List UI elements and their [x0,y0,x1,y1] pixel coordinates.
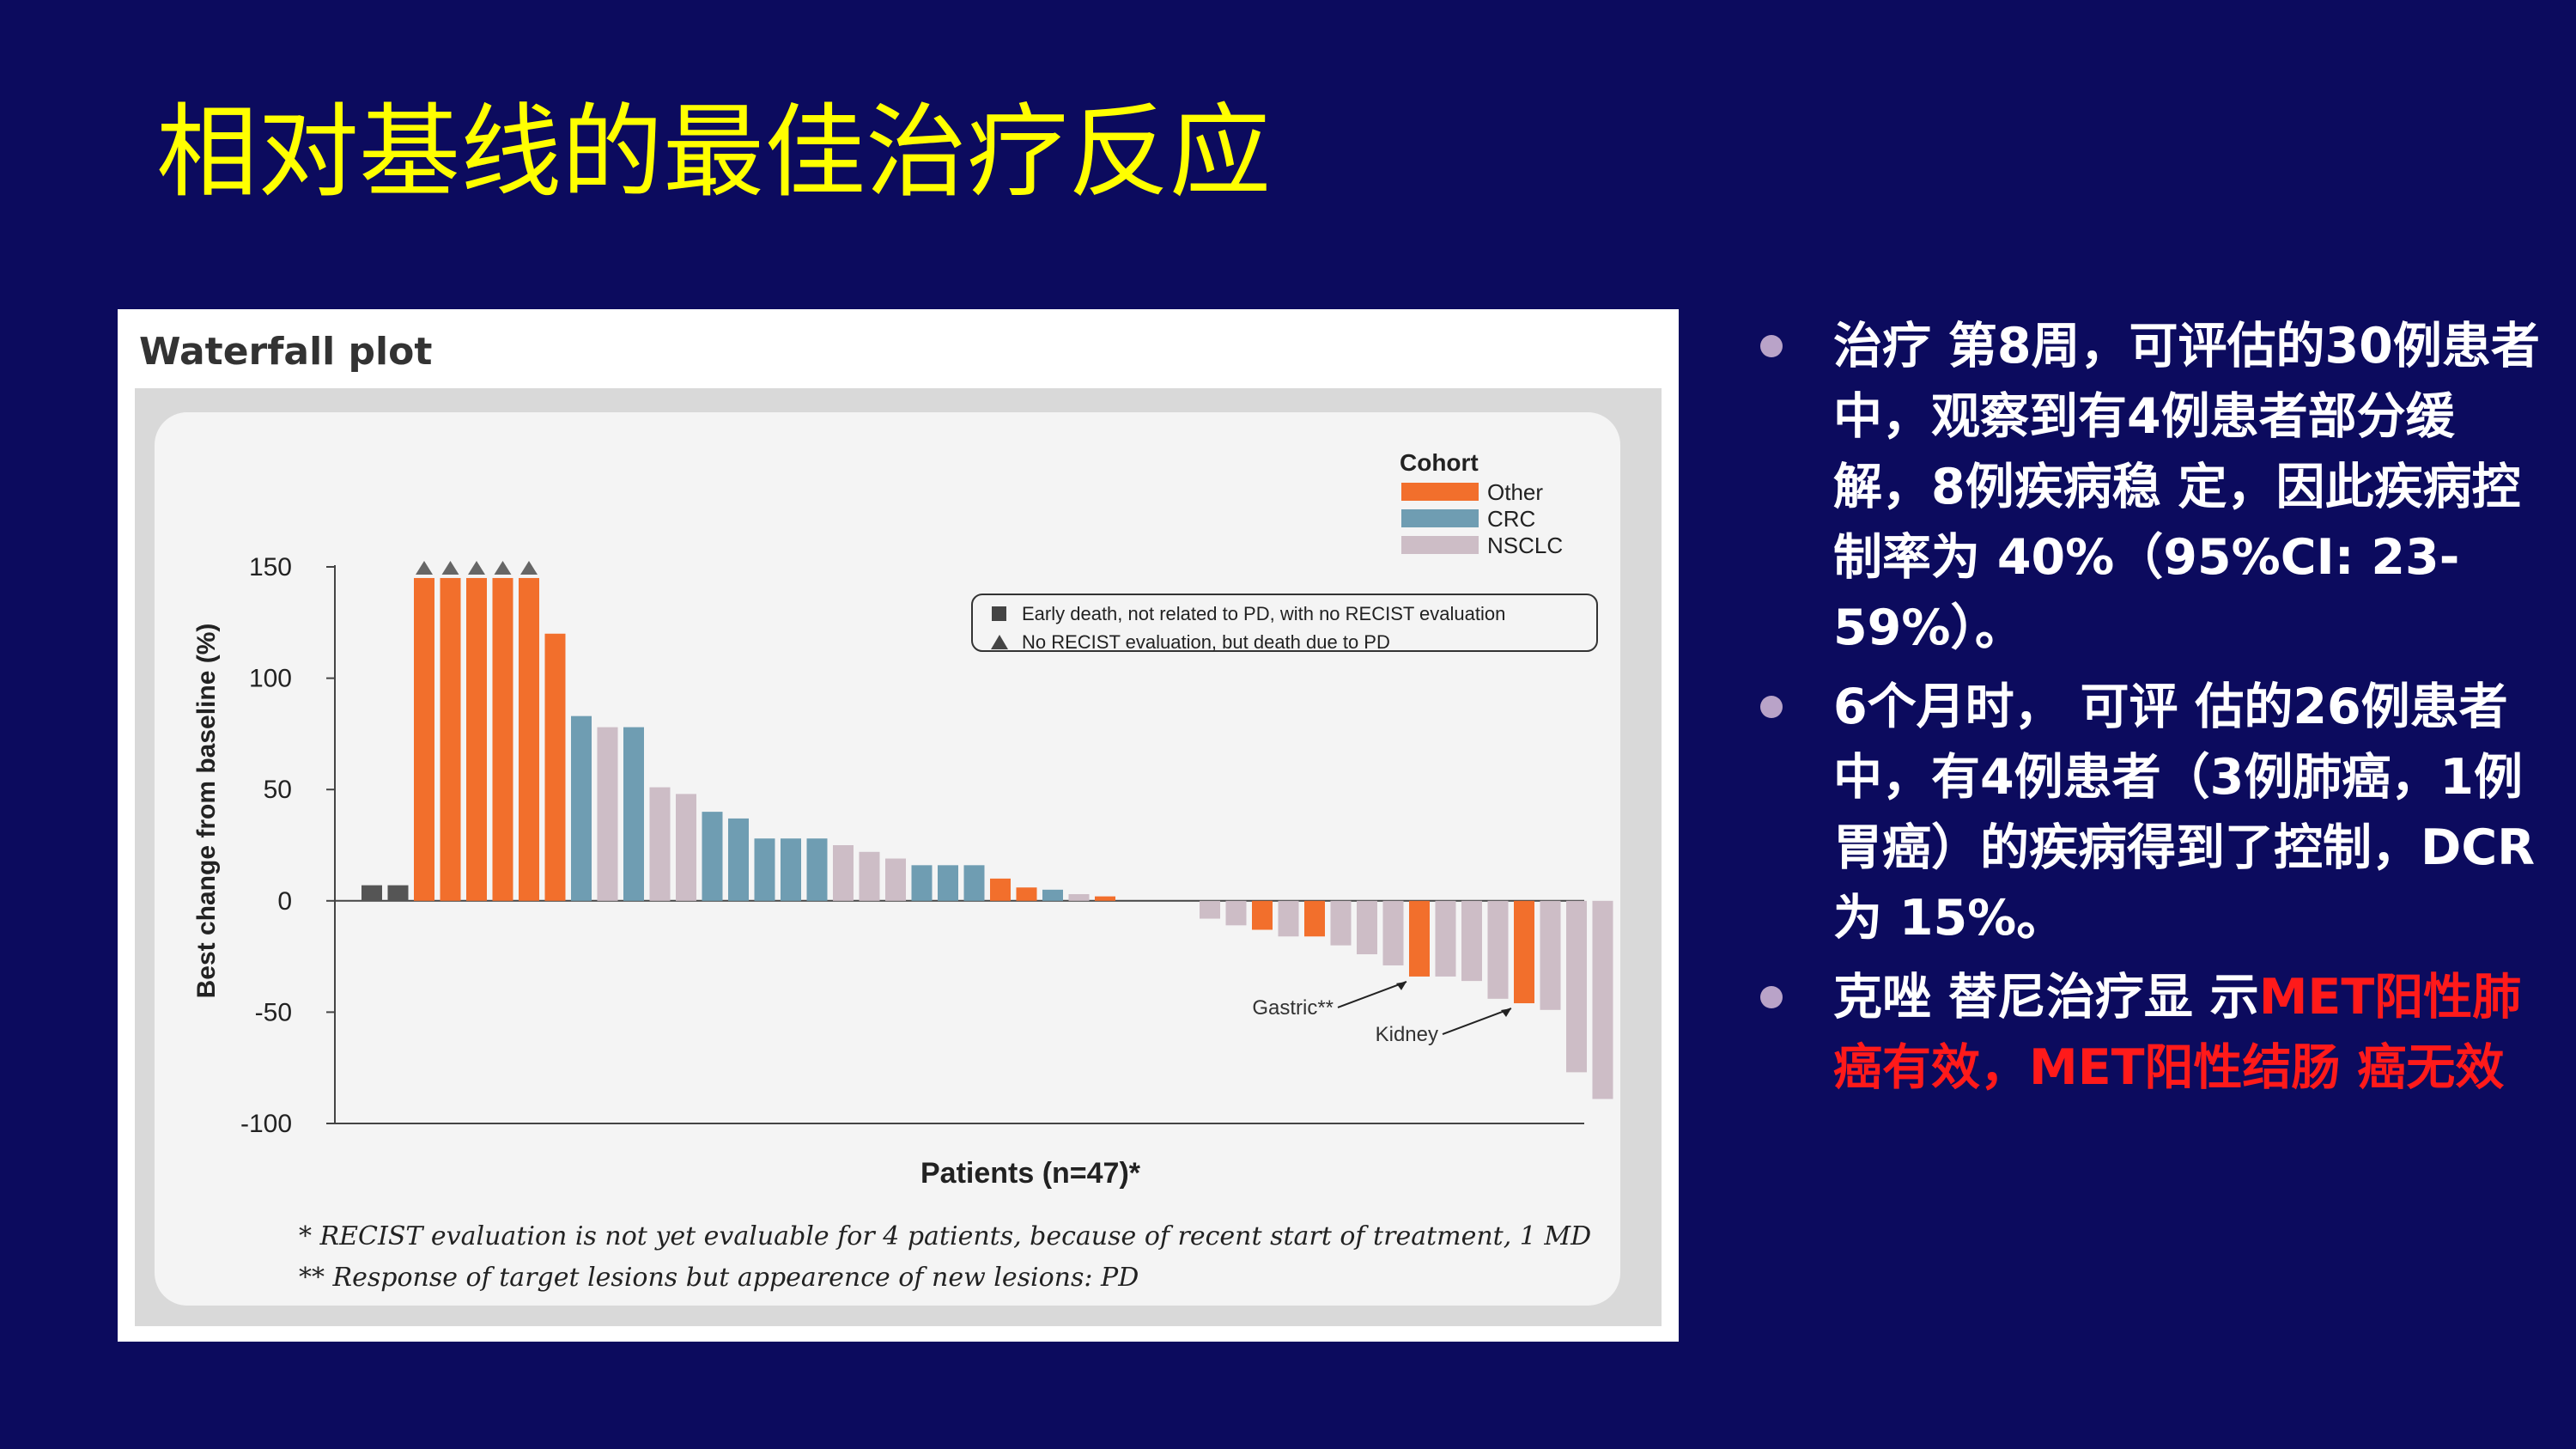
bar [1487,900,1509,999]
bar [466,577,487,901]
legend-label: CRC [1487,506,1535,532]
figure-heading: Waterfall plot [139,330,433,374]
bar [361,885,382,901]
legend-swatch [1401,509,1479,527]
bar [492,577,513,901]
bar [1330,900,1352,946]
pd-death-marker [494,560,512,575]
bullet-item: 治疗 第8周，可评估的30例患者中，观察到有4例患者部分缓 解，8例疾病稳 定，… [1756,311,2555,663]
bullet-item: 6个月时， 可评 估的26例患者中，有4例患者（3例肺癌，1例胃癌）的疾病得到了… [1756,672,2555,953]
bar [1304,900,1325,937]
bar [990,878,1011,901]
bar [1200,900,1220,919]
bar [1409,900,1430,977]
annotation-arrowhead [1501,1008,1511,1018]
legend-label: NSCLC [1487,533,1563,558]
bar [414,577,434,901]
bar [597,727,618,901]
legend-title: Cohort [1400,449,1479,476]
bar [1278,900,1299,937]
footnote-1: * RECIST evaluation is not yet evaluable… [299,1221,1592,1251]
bullet-text: 6个月时， 可评 估的26例患者中，有4例患者（3例肺癌，1例胃癌）的疾病得到了… [1833,679,2536,947]
bar [1042,889,1063,901]
bullet-dot-icon [1760,986,1783,1008]
y-tick-label: 150 [249,553,292,581]
bar [1514,900,1534,1004]
bar [702,812,723,901]
y-tick-label: -100 [240,1110,292,1138]
bullet-dot-icon [1760,335,1783,357]
bar [676,794,696,901]
bar [1435,900,1456,977]
bar-annotation: Gastric** [1252,996,1334,1020]
bar [1592,900,1613,1099]
legend-label: Other [1487,479,1543,505]
bar [1382,900,1404,965]
pd-death-marker [520,560,538,575]
bar [544,633,566,901]
bar [440,577,461,901]
bar [649,787,671,901]
y-tick-label: 0 [277,887,292,916]
bar [963,865,985,901]
bar [1540,900,1561,1010]
bar [806,838,828,901]
bar [911,865,933,901]
annotation-arrowhead [1396,981,1406,990]
bar [885,858,906,901]
bar [1016,887,1037,901]
y-tick-label: -50 [255,998,292,1026]
bar [1461,900,1482,982]
bar [387,885,409,901]
y-axis-label: Best change from baseline (%) [192,624,221,999]
bullet-text: 克唑 替尼治疗显 示 [1833,969,2259,1026]
triangle-icon [991,635,1008,649]
bar [1095,896,1115,901]
bar-annotation: Kidney [1376,1023,1438,1046]
annotation-arrow [1337,980,1407,1008]
footnote-2: ** Response of target lesions but appear… [299,1263,1139,1293]
y-tick-label: 100 [249,665,292,693]
legend-swatch [1401,483,1479,501]
pd-death-marker [468,560,485,575]
bullet-list: 治疗 第8周，可评估的30例患者中，观察到有4例患者部分缓 解，8例疾病稳 定，… [1756,311,2555,1111]
bar [728,818,749,901]
bar [833,845,854,901]
square-icon [992,606,1006,621]
bar [1252,900,1273,930]
symbol-legend-label: No RECIST evaluation, but death due to P… [1022,631,1390,653]
pd-death-marker [441,560,459,575]
bullet-highlight-text: MET阳性肺癌有效，MET阳性结肠 癌无效 [1833,969,2522,1096]
pd-death-marker [416,560,433,575]
symbol-legend-box [971,594,1598,652]
bar [1225,900,1247,926]
waterfall-figure: Waterfall plot 150 100 50 0 -50 -100 Best chan… [118,309,1679,1342]
bar [754,838,775,901]
bar [1068,894,1090,901]
bar [1357,900,1377,955]
x-axis-label: Patients (n=47)* [920,1157,1141,1190]
y-tick-label: 50 [264,776,292,804]
waterfall-chart: 150 100 50 0 -50 -100 Best change from baselin… [192,449,1613,1190]
bullet-dot-icon [1760,696,1783,718]
figure-frame: 150 100 50 0 -50 -100 Best change from baselin… [135,388,1662,1326]
chart-card: 150 100 50 0 -50 -100 Best change from baselin… [155,412,1620,1306]
bar [519,577,539,901]
bar [571,715,592,901]
bar [859,851,880,901]
bar [938,865,958,901]
bar [781,838,801,901]
bullet-text: 治疗 第8周，可评估的30例患者中，观察到有4例患者部分缓 解，8例疾病稳 定，… [1833,318,2540,656]
slide-title: 相对基线的最佳治疗反应 [156,93,1272,211]
bullet-item: 克唑 替尼治疗显 示MET阳性肺癌有效，MET阳性结肠 癌无效 [1756,962,2555,1103]
bar [623,727,644,901]
annotation-arrow [1442,1008,1512,1035]
legend-swatch [1401,536,1479,554]
symbol-legend-label: Early death, not related to PD, with no … [1022,603,1505,624]
bar [1566,900,1587,1073]
